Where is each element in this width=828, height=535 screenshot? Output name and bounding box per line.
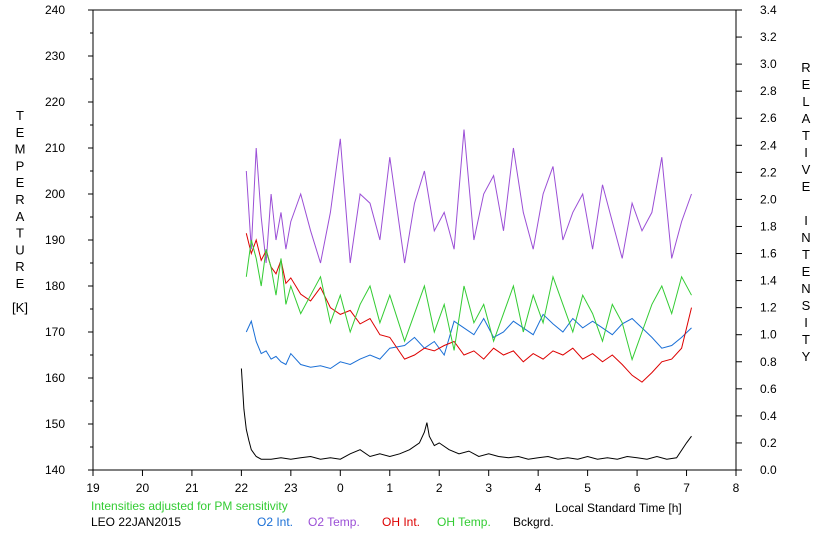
x-tick-label: 8	[733, 481, 740, 495]
y-left-tick-label: 160	[45, 371, 65, 385]
legend-bckgrd: Bckgrd.	[513, 515, 554, 529]
y-right-tick-label: 1.2	[760, 301, 777, 315]
y-right-tick-label: 1.0	[760, 328, 777, 342]
legend-oh-temp: OH Temp.	[437, 515, 491, 529]
y-left-label-letter: E	[16, 125, 25, 140]
y-right-label-letter: I	[804, 145, 808, 160]
x-tick-label: 4	[535, 481, 542, 495]
x-axis-label: Local Standard Time [h]	[555, 501, 682, 515]
y-left-tick-label: 230	[45, 49, 65, 63]
x-tick-label: 7	[683, 481, 690, 495]
y-right-tick-label: 3.4	[760, 3, 777, 17]
y-right-label-letter: V	[802, 162, 811, 177]
x-tick-label: 3	[485, 481, 492, 495]
y-left-label-letter: U	[15, 242, 24, 257]
y-left-label-letter: A	[16, 209, 25, 224]
y-left-tick-label: 170	[45, 325, 65, 339]
y-right-label-letter: E	[802, 179, 811, 194]
y-left-label-letter: E	[16, 276, 25, 291]
y-left-tick-label: 140	[45, 463, 65, 477]
y-right-tick-label: 1.4	[760, 274, 777, 288]
y-left-axis-unit: [K]	[12, 300, 28, 315]
x-tick-label: 19	[86, 481, 100, 495]
y-right-tick-label: 0.8	[760, 355, 777, 369]
y-right-label-letter: A	[802, 111, 811, 126]
y-right-tick-label: 2.6	[760, 111, 777, 125]
series-line-o2-temp	[245, 129, 692, 264]
y-left-tick-label: 210	[45, 141, 65, 155]
y-right-label-letter: N	[801, 230, 810, 245]
y-right-label-letter: T	[802, 247, 810, 262]
y-right-tick-label: 0.0	[760, 463, 777, 477]
y-left-tick-label: 180	[45, 279, 65, 293]
y-right-tick-label: 1.6	[760, 247, 777, 261]
y-right-label-letter: I	[804, 213, 808, 228]
x-axis-ticks: 19 20 21 22 23 0 1 2 3 4 5 6 7 8	[86, 470, 740, 495]
y-right-axis-ticks: 0.0 0.2 0.4 0.6 0.8 1.0 1.2 1.4 1.6 1.8 2.0 2.2 2.4 2…	[736, 3, 777, 477]
y-left-label-letter: T	[16, 226, 24, 241]
y-left-label-letter: R	[15, 259, 24, 274]
y-left-tick-label: 190	[45, 233, 65, 247]
y-right-tick-label: 0.6	[760, 382, 777, 396]
y-right-tick-label: 0.2	[760, 436, 777, 450]
y-right-tick-label: 2.8	[760, 84, 777, 98]
y-right-tick-label: 2.2	[760, 165, 777, 179]
y-left-label-letter: T	[16, 108, 24, 123]
y-left-tick-label: 220	[45, 95, 65, 109]
x-tick-label: 0	[337, 481, 344, 495]
series-layer	[240, 129, 692, 460]
y-right-tick-label: 2.4	[760, 138, 777, 152]
legend-oh-int: OH Int.	[382, 515, 420, 529]
legend-o2-int: O2 Int.	[257, 515, 293, 529]
y-left-label-letter: P	[16, 158, 25, 173]
y-right-tick-label: 1.8	[760, 219, 777, 233]
y-right-label-letter: E	[802, 264, 811, 279]
y-right-label-letter: L	[802, 94, 809, 109]
series-line-bckgrd	[240, 368, 692, 460]
y-right-label-letter: T	[802, 332, 810, 347]
y-left-axis-ticks: 140 150 160 170 180 190 200 210 220 230 240	[45, 3, 93, 477]
y-left-label-letter: M	[15, 142, 26, 157]
x-tick-label: 21	[185, 481, 199, 495]
y-right-tick-label: 0.4	[760, 409, 777, 423]
y-right-label-letter: T	[802, 128, 810, 143]
x-tick-label: 2	[436, 481, 443, 495]
adjustment-note: Intensities adjusted for PM sensitivity	[91, 499, 288, 513]
y-left-tick-label: 200	[45, 187, 65, 201]
legend-o2-temp: O2 Temp.	[308, 515, 360, 529]
y-right-label-letter: Y	[802, 349, 811, 364]
y-left-label-letter: E	[16, 175, 25, 190]
station-date: LEO 22JAN2015	[91, 515, 181, 529]
y-left-label-letter: R	[15, 192, 24, 207]
y-right-tick-label: 3.2	[760, 30, 777, 44]
y-right-label-letter: S	[802, 298, 811, 313]
x-tick-label: 20	[136, 481, 150, 495]
y-right-label-letter: N	[801, 281, 810, 296]
x-tick-label: 23	[284, 481, 298, 495]
plot-frame	[92, 9, 737, 471]
y-right-tick-label: 3.0	[760, 57, 777, 71]
x-tick-label: 22	[235, 481, 249, 495]
x-tick-label: 6	[634, 481, 641, 495]
y-right-tick-label: 2.0	[760, 192, 777, 206]
y-left-tick-label: 240	[45, 3, 65, 17]
x-tick-label: 1	[386, 481, 393, 495]
y-right-label-letter: R	[801, 60, 810, 75]
y-left-tick-label: 150	[45, 417, 65, 431]
x-tick-label: 5	[584, 481, 591, 495]
series-line-oh-temp	[245, 239, 692, 362]
y-right-label-letter: E	[802, 77, 811, 92]
series-line-o2-int	[245, 313, 692, 370]
y-right-label-letter: I	[804, 315, 808, 330]
series-line-oh-int	[245, 233, 692, 383]
